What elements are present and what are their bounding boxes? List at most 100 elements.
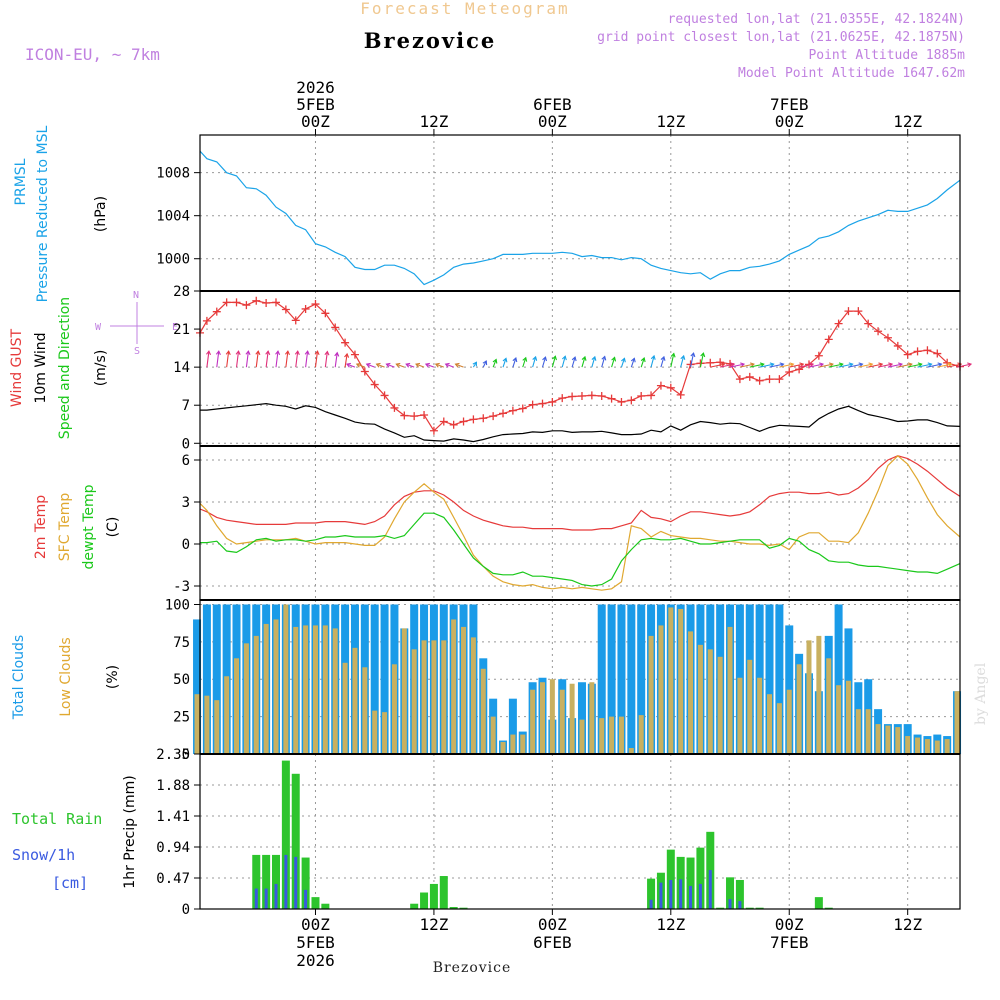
wind-unit: (m/s)	[93, 350, 109, 387]
low-cloud-bar	[618, 716, 624, 754]
low-cloud-bar	[362, 667, 368, 754]
wind-arrow-head	[957, 362, 963, 368]
wind-arrow-head	[809, 362, 815, 368]
gust-marker	[439, 417, 448, 426]
wind-arrow-head	[907, 362, 913, 368]
low-cloud-bar	[391, 664, 397, 754]
total-cloud-bar	[193, 619, 202, 754]
wind-arrow-head	[512, 357, 518, 363]
wind-arrow	[255, 351, 259, 368]
wind-arrow	[376, 363, 385, 368]
wind-arrow	[226, 351, 230, 368]
rain-bar	[281, 760, 290, 909]
wind-arrow	[425, 363, 435, 368]
low-cloud-bar	[332, 628, 338, 754]
wind-arrow-head	[235, 350, 241, 356]
total-cloud-bar	[597, 604, 606, 754]
gust-marker	[420, 411, 429, 419]
low-cloud-bar	[737, 677, 743, 754]
wind-arrow-head	[215, 350, 221, 356]
low-cloud-bar	[697, 644, 703, 754]
low-cloud-bar	[194, 694, 200, 754]
wind-arrow-head	[502, 357, 508, 363]
clouds-ytick-label: 50	[173, 672, 190, 688]
gust-marker	[755, 376, 764, 385]
point-altitude: Point Altitude 1885m	[808, 48, 965, 63]
wind-arrow	[455, 363, 464, 368]
wind-arrow	[868, 363, 883, 368]
low-cloud-bar	[293, 626, 299, 754]
snow-bar	[284, 854, 288, 909]
wind-arrow	[512, 357, 517, 368]
gust-marker	[558, 394, 567, 403]
low-cloud-bar	[490, 716, 496, 754]
pressure-ytick-label: 1004	[156, 209, 190, 225]
wind-arrow-head	[779, 362, 785, 368]
wind-arrow	[877, 363, 893, 368]
total-cloud-bar	[202, 604, 211, 754]
bottom-time-hour: 00Z	[775, 915, 804, 934]
low-cloud-bar	[688, 631, 694, 754]
bottom-time-hour: 00Z	[538, 915, 567, 934]
low-cloud-bar	[845, 680, 851, 754]
wind-arrow	[396, 363, 405, 368]
snow-bar	[679, 879, 683, 909]
gust-marker	[607, 394, 616, 403]
low-clouds-label: Low Clouds	[58, 637, 74, 716]
wind-arrow-head	[601, 355, 607, 361]
low-cloud-bar	[263, 623, 269, 754]
wind-speed-line	[200, 402, 961, 443]
low-cloud-bar	[579, 719, 585, 754]
low-cloud-bar	[915, 737, 921, 754]
top-time-hour: 12Z	[893, 112, 922, 131]
wind-arrow-head	[789, 362, 795, 368]
wind-arrow	[650, 355, 655, 368]
low-cloud-bar	[480, 668, 486, 754]
rain-label: Total Rain	[12, 810, 102, 828]
clouds-ytick-label: 75	[173, 635, 190, 651]
wind-arrow	[611, 357, 616, 368]
wind-arrow-head	[424, 362, 430, 368]
wind-arrow	[415, 363, 425, 368]
low-cloud-bar	[757, 677, 763, 754]
low-cloud-bar	[234, 658, 240, 754]
snow-bar	[738, 901, 742, 909]
total-cloud-bar	[765, 604, 774, 754]
wind-arrow	[887, 363, 903, 368]
wind-arrow-head	[314, 350, 320, 356]
wind-arrow-head	[345, 362, 351, 368]
wind-label: 10m Wind	[33, 332, 49, 403]
low-cloud-bar	[549, 679, 555, 754]
wind-arrow	[541, 356, 547, 368]
rain-bar	[726, 877, 735, 909]
cm-label: [cm]	[52, 874, 88, 892]
wind-arrow-head	[245, 350, 251, 356]
gust-marker	[676, 390, 685, 399]
wind-arrow-head	[355, 362, 361, 368]
gust-marker	[469, 415, 478, 424]
wind-arrow-head	[344, 352, 350, 358]
wind-arrow	[660, 356, 665, 368]
low-cloud-bar	[322, 625, 328, 754]
rain-bar	[272, 854, 280, 909]
wind-arrow	[680, 355, 685, 368]
rain-bar	[824, 907, 833, 909]
rain-bar	[696, 847, 705, 909]
clouds-ytick-label: 25	[173, 710, 190, 726]
wind-arrow	[295, 351, 299, 368]
wind-arrow	[445, 363, 454, 368]
wind-arrow-head	[621, 357, 626, 363]
wind-arrow-head	[294, 350, 300, 356]
wind-arrow	[235, 351, 240, 368]
wind-arrow-head	[591, 355, 597, 361]
temp-ytick-label: -3	[173, 579, 190, 595]
wind-arrow-head	[967, 362, 973, 368]
low-cloud-bar	[372, 710, 378, 754]
rain-bar	[755, 907, 764, 909]
low-cloud-bar	[727, 626, 733, 754]
wind-arrow	[581, 356, 586, 368]
wind-arrow-head	[395, 362, 401, 368]
rain-bar	[686, 857, 695, 909]
low-cloud-bar	[312, 625, 318, 754]
low-cloud-bar	[767, 694, 773, 754]
